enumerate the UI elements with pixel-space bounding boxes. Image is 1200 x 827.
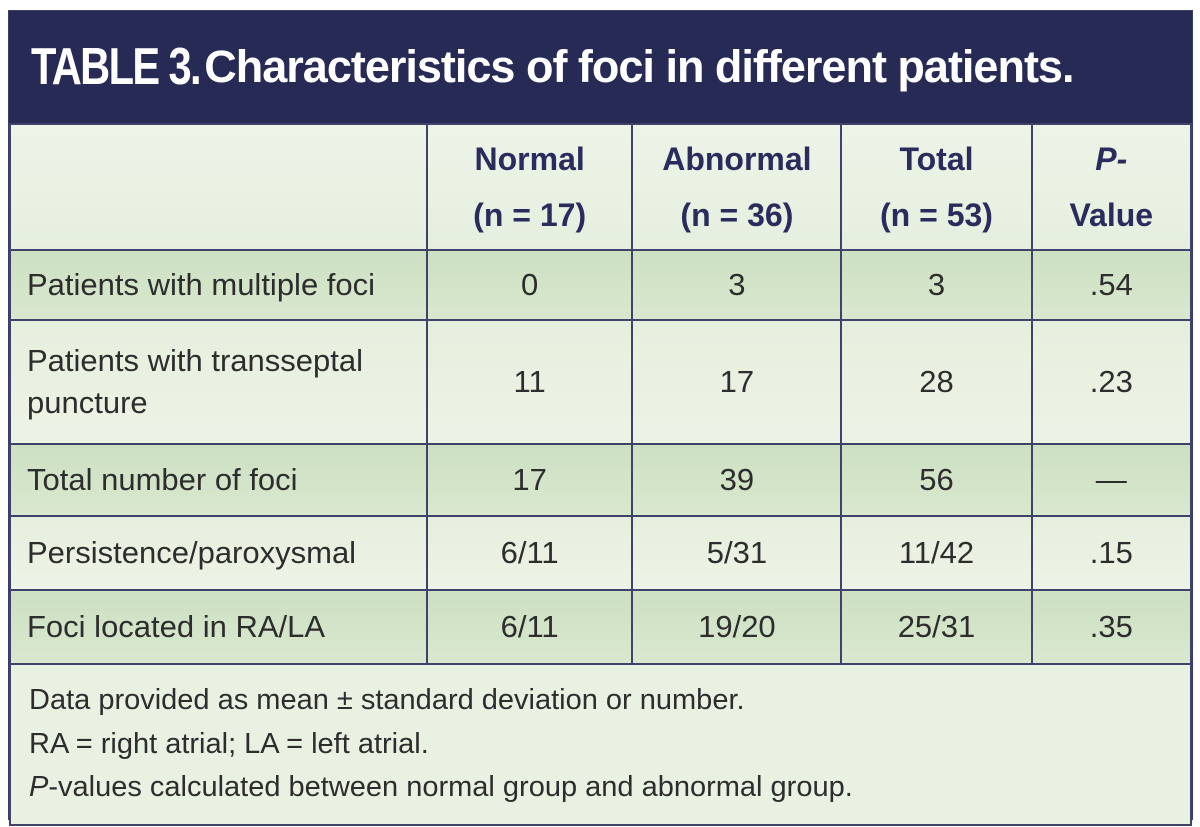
cell-value: .54	[1030, 249, 1193, 321]
cell-value: 0	[425, 249, 634, 321]
footnotes-cell: Data provided as mean ± standard deviati…	[9, 663, 1192, 826]
cell-value: 17	[631, 319, 843, 445]
table-row: Total number of foci 17 39 56 —	[9, 443, 1193, 517]
table-figure: TABLE 3. Characteristics of foci in diff…	[8, 10, 1193, 826]
cell-value: .35	[1030, 589, 1193, 665]
header-cell-normal: Normal (n = 17)	[425, 123, 634, 251]
header-line1: P-	[1095, 141, 1128, 177]
row-label: Total number of foci	[9, 443, 428, 517]
table-title-bar: TABLE 3. Characteristics of foci in diff…	[9, 11, 1192, 123]
header-line2: (n = 17)	[473, 197, 587, 233]
cell-value: 19/20	[631, 589, 843, 665]
header-line1: Normal	[474, 141, 585, 177]
row-label: Patients with multiple foci	[9, 249, 428, 321]
cell-value: 5/31	[631, 515, 843, 591]
table-row: Patients with multiple foci 0 3 3 .54	[9, 249, 1193, 321]
footnote: P-values calculated between normal group…	[29, 771, 853, 803]
header-line2: (n = 36)	[680, 197, 794, 233]
header-line1: Abnormal	[662, 141, 812, 177]
header-cell-empty	[9, 123, 428, 251]
footnote: Data provided as mean ± standard deviati…	[29, 684, 745, 716]
cell-value: 25/31	[840, 589, 1033, 665]
cell-value: .23	[1030, 319, 1193, 445]
cell-value: 28	[840, 319, 1033, 445]
cell-value: 11	[425, 319, 634, 445]
cell-value: 6/11	[425, 515, 634, 591]
cell-value: 56	[840, 443, 1033, 517]
cell-value: 17	[425, 443, 634, 517]
cell-value: 3	[840, 249, 1033, 321]
cell-value: 39	[631, 443, 843, 517]
data-table: Normal (n = 17) Abnormal (n = 36) Total …	[9, 123, 1193, 826]
row-label: Patients with transseptal puncture	[9, 319, 428, 445]
header-row: Normal (n = 17) Abnormal (n = 36) Total …	[9, 123, 1193, 251]
cell-value: 3	[631, 249, 843, 321]
header-line2: Value	[1069, 197, 1154, 233]
header-cell-total: Total (n = 53)	[840, 123, 1033, 251]
table-caption: Characteristics of foci in different pat…	[204, 41, 1074, 92]
header-cell-abnormal: Abnormal (n = 36)	[631, 123, 843, 251]
table-row: Foci located in RA/LA 6/11 19/20 25/31 .…	[9, 589, 1193, 665]
row-label: Foci located in RA/LA	[9, 589, 428, 665]
footnote: RA = right atrial; LA = left atrial.	[29, 727, 429, 760]
cell-value: 6/11	[425, 589, 634, 665]
cell-value: .15	[1030, 515, 1193, 591]
cell-value: 11/42	[840, 515, 1033, 591]
header-cell-pvalue: P- Value	[1030, 123, 1193, 251]
table-row: Patients with transseptal puncture 11 17…	[9, 319, 1193, 445]
header-line1: Total	[899, 141, 974, 177]
cell-value: —	[1030, 443, 1193, 517]
table-row: Persistence/paroxysmal 6/11 5/31 11/42 .…	[9, 515, 1193, 591]
header-line2: (n = 53)	[880, 197, 993, 233]
table-number: TABLE 3.	[31, 38, 202, 96]
footnotes-row: Data provided as mean ± standard deviati…	[9, 663, 1192, 826]
row-label: Persistence/paroxysmal	[9, 515, 428, 591]
